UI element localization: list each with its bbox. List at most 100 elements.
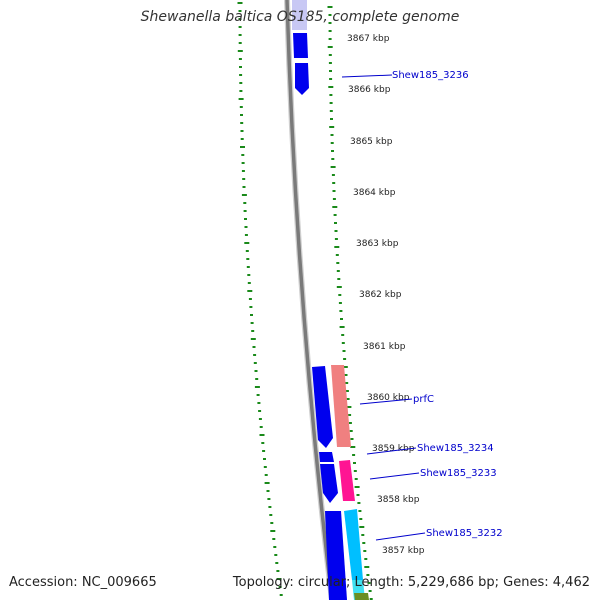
gc-track-mark — [341, 334, 345, 336]
gene-label-shew185-3233[interactable]: Shew185_3233 — [420, 468, 497, 479]
gc-track-mark — [344, 374, 348, 376]
gc-track-mark — [356, 494, 360, 496]
gc-track-mark — [263, 458, 266, 460]
kbp-tick-label: 3861 kbp — [363, 342, 406, 352]
gc-track-mark — [353, 470, 357, 472]
gc-track-mark — [350, 446, 356, 448]
gc-track-mark — [278, 586, 282, 588]
gc-track-mark — [333, 214, 337, 216]
gc-track-mark — [238, 34, 242, 36]
gc-track-mark — [238, 10, 242, 12]
gc-track-mark — [327, 46, 333, 48]
gc-track-mark — [244, 242, 250, 244]
accession-text: Accession: NC_009665 — [9, 575, 157, 590]
gc-track-mark — [332, 206, 338, 208]
gc-track-mark — [354, 478, 358, 480]
gc-track-mark — [346, 398, 350, 400]
gene-prfc-blue — [312, 366, 333, 448]
gc-track-mark — [246, 266, 250, 268]
gene-shew185-3236-arrow — [295, 63, 309, 95]
gc-track-mark — [254, 386, 260, 388]
gc-track-mark — [239, 106, 243, 108]
gc-track-mark — [239, 82, 243, 84]
gene-label-shew185-3236[interactable]: Shew185_3236 — [392, 70, 469, 81]
gc-track-mark — [330, 166, 336, 168]
gc-track-mark — [239, 66, 242, 68]
gc-track-mark — [330, 118, 333, 120]
gc-track-mark — [334, 238, 338, 240]
kbp-tick-label: 3858 kbp — [377, 495, 420, 505]
gc-track-mark — [339, 326, 345, 328]
gc-track-mark — [245, 250, 249, 252]
gc-track-mark — [252, 346, 256, 348]
gc-track-mark — [264, 482, 270, 484]
gc-track-mark — [328, 86, 334, 88]
gc-track-mark — [250, 322, 254, 324]
gc-track-mark — [268, 506, 272, 508]
gc-track-mark — [264, 474, 268, 476]
gc-track-mark — [238, 42, 242, 44]
gene-label-shew185-3232[interactable]: Shew185_3232 — [426, 528, 503, 539]
gc-track-mark — [275, 562, 279, 564]
gc-track-mark — [366, 574, 370, 576]
gene-shew185-3236 — [293, 33, 308, 58]
label-leader-line — [366, 447, 417, 455]
gc-track-mark — [244, 234, 248, 236]
kbp-tick-label: 3867 kbp — [347, 34, 390, 44]
gc-track-mark — [361, 534, 365, 536]
gc-track-mark — [353, 462, 356, 464]
gc-track-mark — [331, 150, 334, 152]
kbp-tick-label: 3857 kbp — [382, 546, 425, 556]
gc-track-mark — [247, 290, 253, 292]
gc-track-mark — [328, 62, 332, 64]
gc-track-mark — [249, 306, 253, 308]
gc-track-mark — [240, 138, 244, 140]
gc-track-mark — [364, 558, 368, 560]
gc-track-mark — [329, 102, 333, 104]
kbp-tick-label: 3862 kbp — [359, 290, 402, 300]
gc-track-mark — [334, 246, 340, 248]
gc-track-mark — [357, 502, 361, 504]
gc-track-mark — [247, 274, 251, 276]
gc-track-right — [327, 6, 373, 600]
gc-track-mark — [238, 98, 244, 100]
gc-track-mark — [244, 218, 247, 220]
gc-track-mark — [359, 526, 365, 528]
gc-track-mark — [342, 366, 348, 368]
gene-shew185-3233 — [339, 460, 355, 501]
gc-track-mark — [250, 314, 253, 316]
gc-track-mark — [237, 2, 243, 4]
gc-track-mark — [343, 358, 347, 360]
kbp-tick-label: 3860 kbp — [367, 393, 410, 403]
gc-track-mark — [257, 402, 261, 404]
kbp-tick-label: 3863 kbp — [356, 239, 399, 249]
gc-track-mark — [262, 450, 266, 452]
gc-track-mark — [349, 430, 353, 432]
gc-track-mark — [276, 578, 282, 580]
gc-track-mark — [331, 158, 335, 160]
gc-track-mark — [362, 542, 366, 544]
genome-backbone — [284, 0, 335, 600]
gene-label-shew185-3234[interactable]: Shew185_3234 — [417, 443, 494, 454]
gc-track-mark — [238, 58, 242, 60]
gc-track-mark — [338, 294, 342, 296]
kbp-axis: 3867 kbp 3866 kbp 3865 kbp 3864 kbp 3863… — [347, 34, 425, 556]
gc-track-mark — [336, 262, 340, 264]
gc-track-mark — [336, 286, 342, 288]
gc-track-mark — [328, 14, 332, 16]
gene-olive — [354, 593, 369, 600]
gc-track-mark — [238, 26, 242, 28]
gc-track-mark — [354, 486, 360, 488]
gc-track-mark — [255, 378, 259, 380]
gene-label-prfc[interactable]: prfC — [413, 394, 434, 405]
gene-shew185-3232-blue — [325, 511, 347, 600]
gc-track-mark — [258, 418, 262, 420]
gc-track-mark — [329, 78, 333, 80]
kbp-tick-label: 3866 kbp — [348, 85, 391, 95]
label-leader-line — [341, 74, 393, 78]
gc-track-mark — [334, 222, 337, 224]
gc-track-mark — [243, 210, 247, 212]
gc-track-mark — [341, 342, 345, 344]
gc-track-mark — [337, 278, 341, 280]
